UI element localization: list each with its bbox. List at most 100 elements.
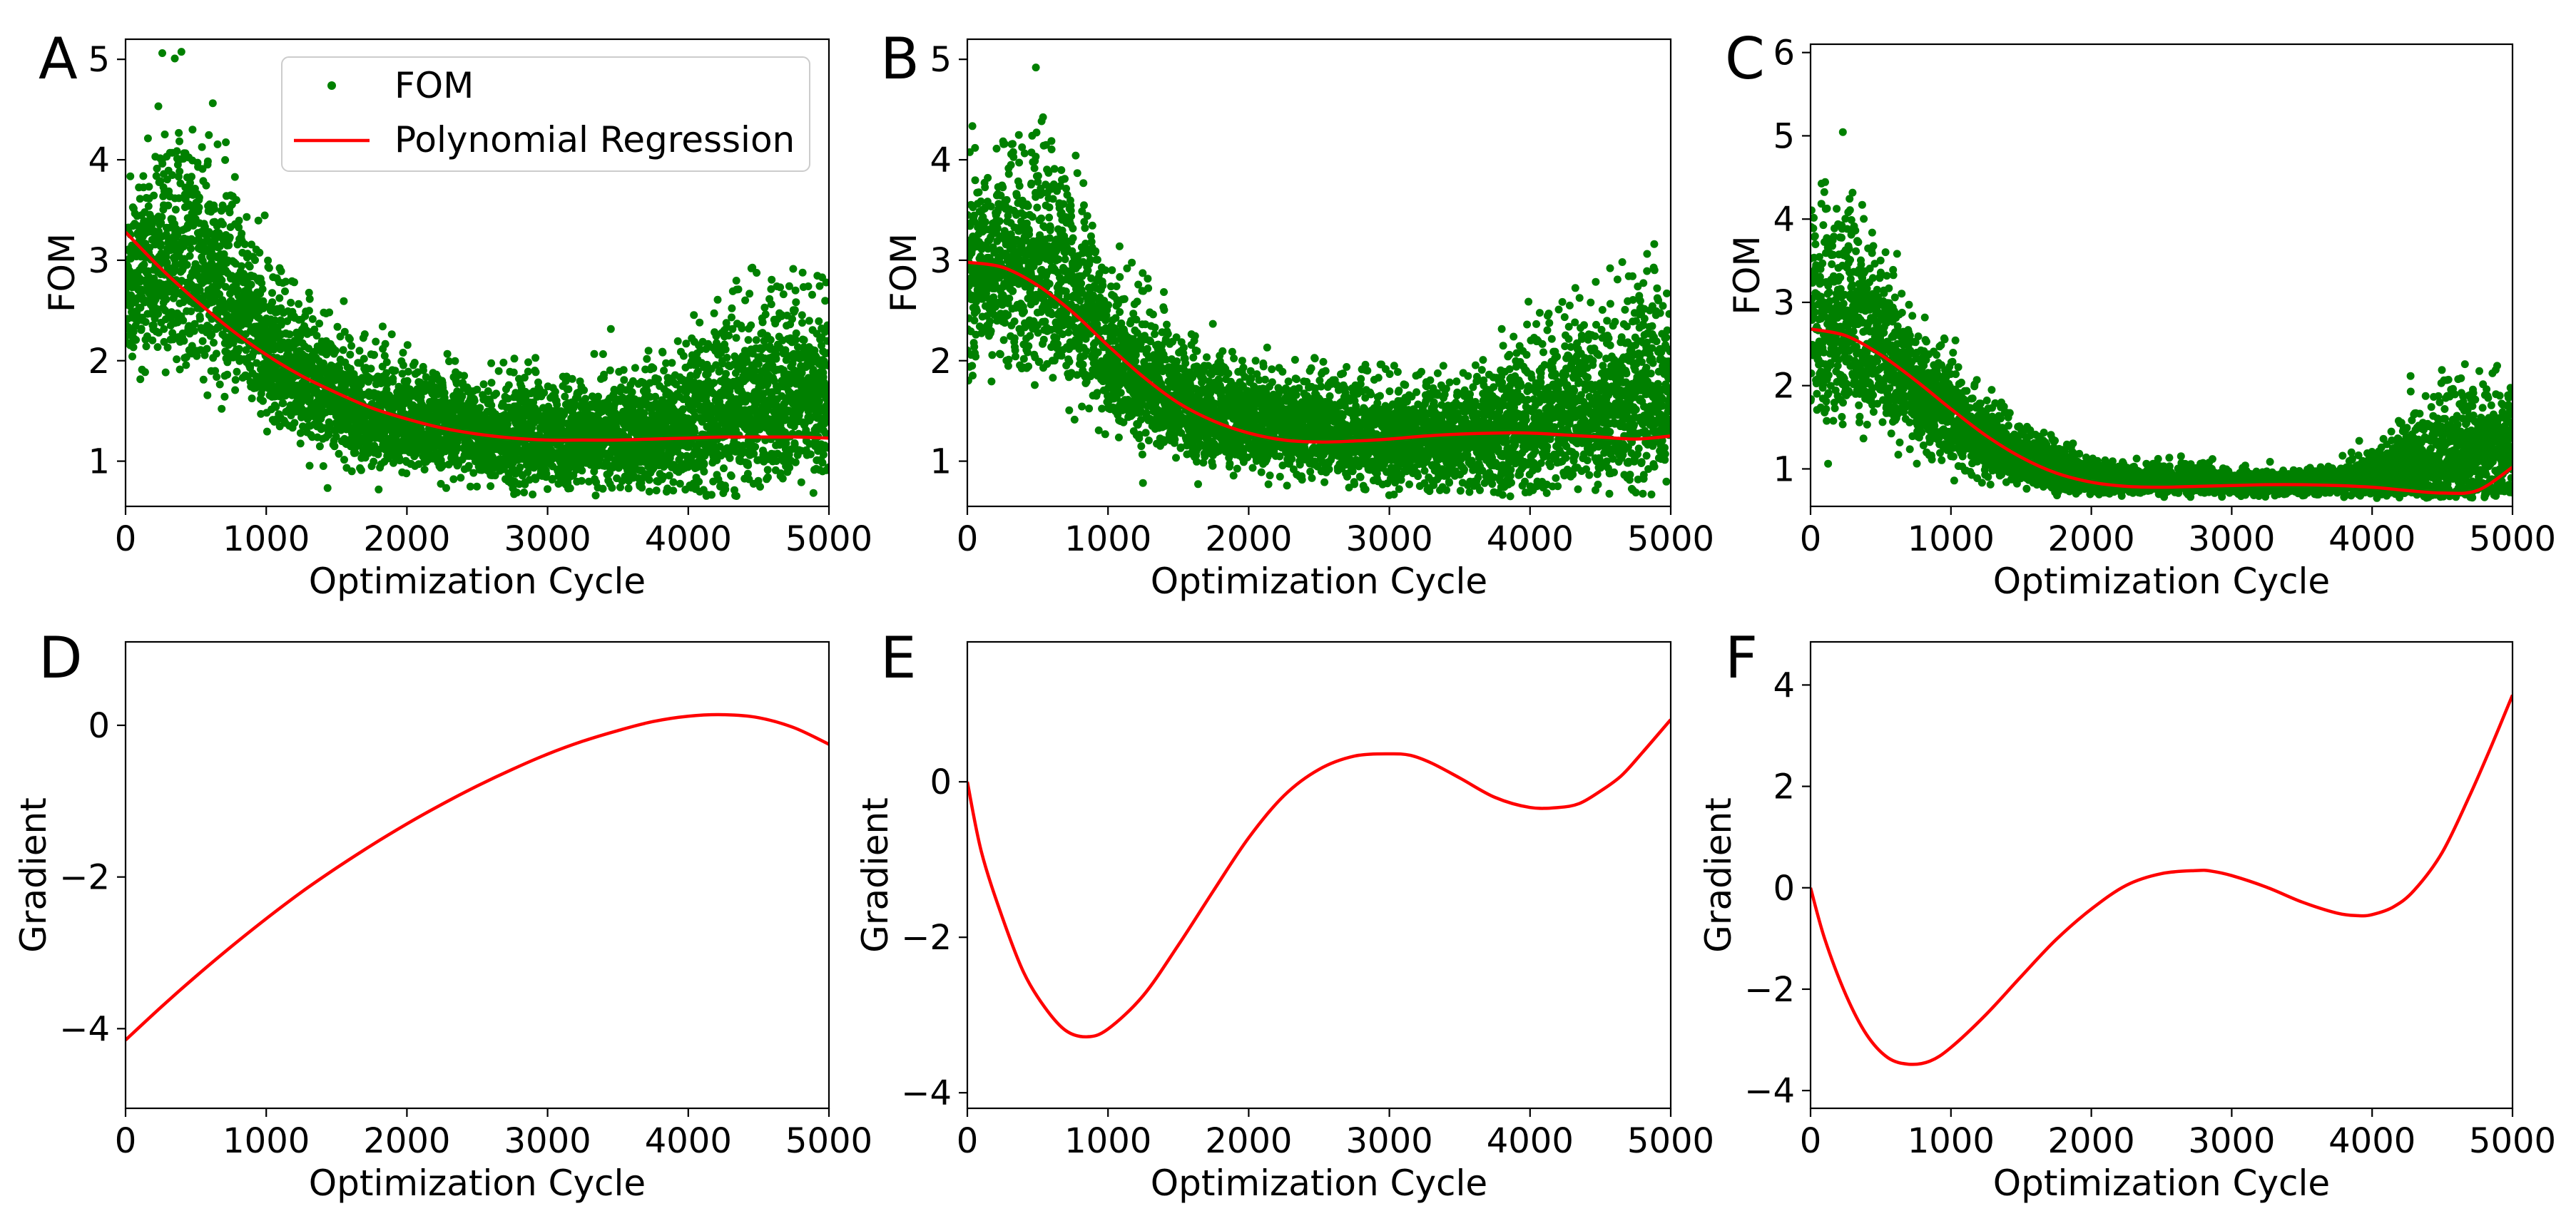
fom-point bbox=[235, 216, 243, 225]
fom-point bbox=[231, 386, 240, 394]
fom-point bbox=[220, 392, 229, 401]
fom-point bbox=[824, 362, 829, 369]
fom-point bbox=[398, 369, 407, 378]
fom-point bbox=[793, 343, 802, 352]
fom-point bbox=[645, 487, 653, 496]
fom-point bbox=[672, 380, 681, 389]
fom-point bbox=[325, 420, 334, 429]
fom-point bbox=[479, 380, 488, 389]
fom-point bbox=[599, 350, 607, 358]
fom-point bbox=[420, 387, 429, 395]
fom-point bbox=[798, 369, 806, 377]
fom-point bbox=[173, 231, 182, 239]
fom-point bbox=[791, 286, 800, 295]
fom-point bbox=[608, 484, 616, 492]
fom-point bbox=[594, 392, 602, 401]
fom-point bbox=[158, 49, 166, 57]
fom-point bbox=[821, 297, 829, 305]
fom-point bbox=[732, 277, 740, 285]
fom-point bbox=[310, 325, 319, 334]
fom-point bbox=[590, 349, 599, 358]
fom-point bbox=[345, 335, 354, 343]
fom-point bbox=[205, 131, 213, 139]
fom-point bbox=[205, 324, 214, 332]
fom-point bbox=[180, 337, 188, 345]
fom-point bbox=[325, 308, 334, 317]
fom-point bbox=[332, 347, 340, 355]
fom-point bbox=[767, 300, 775, 309]
fom-point bbox=[718, 359, 727, 368]
fom-point bbox=[195, 286, 204, 295]
fom-point bbox=[129, 327, 138, 336]
fom-point bbox=[824, 383, 829, 392]
fom-point bbox=[260, 211, 269, 220]
fom-point bbox=[445, 357, 453, 366]
fom-point bbox=[797, 478, 805, 486]
fom-point bbox=[277, 320, 285, 329]
fom-point bbox=[340, 297, 348, 305]
fom-point bbox=[199, 375, 208, 384]
fom-point bbox=[439, 461, 447, 469]
fom-point bbox=[137, 325, 146, 333]
fom-point bbox=[652, 486, 661, 495]
fom-point bbox=[215, 380, 224, 389]
fom-point bbox=[600, 370, 609, 379]
fom-point bbox=[520, 374, 529, 382]
fom-point bbox=[210, 205, 218, 213]
fom-point bbox=[744, 336, 753, 344]
fom-point bbox=[761, 310, 770, 319]
fom-point bbox=[571, 401, 580, 409]
fom-point bbox=[779, 290, 788, 299]
fom-point bbox=[417, 425, 425, 434]
fom-point bbox=[277, 267, 285, 275]
fom-point bbox=[721, 345, 730, 354]
fom-point bbox=[509, 368, 518, 377]
fom-point bbox=[173, 355, 181, 364]
fom-point bbox=[798, 311, 806, 320]
fom-point bbox=[792, 336, 800, 344]
fom-point bbox=[315, 442, 324, 451]
fom-point bbox=[382, 369, 391, 377]
fom-point bbox=[494, 367, 503, 375]
fom-point bbox=[422, 373, 430, 382]
fom-point bbox=[188, 126, 197, 134]
fom-point bbox=[524, 367, 532, 376]
fom-point bbox=[792, 329, 800, 337]
fom-point bbox=[263, 427, 271, 436]
fom-point bbox=[308, 315, 317, 323]
fom-point bbox=[815, 317, 823, 325]
fom-point bbox=[823, 407, 829, 415]
fom-point bbox=[347, 342, 356, 350]
fom-point bbox=[732, 334, 740, 342]
fom-point bbox=[516, 463, 524, 471]
fom-point bbox=[215, 290, 224, 299]
fom-point bbox=[163, 343, 172, 352]
fom-point bbox=[285, 330, 294, 339]
fom-point bbox=[712, 339, 721, 347]
fom-point bbox=[200, 351, 209, 359]
fom-point bbox=[202, 181, 210, 190]
fom-point bbox=[606, 366, 614, 374]
fom-point bbox=[234, 286, 243, 295]
fom-point bbox=[215, 242, 224, 250]
fom-point bbox=[389, 374, 397, 383]
fom-point bbox=[254, 216, 263, 225]
fom-point bbox=[402, 469, 411, 478]
fom-point bbox=[382, 358, 391, 367]
fom-point bbox=[243, 213, 251, 221]
fom-point bbox=[758, 318, 767, 327]
fom-point bbox=[822, 278, 829, 287]
fom-point bbox=[824, 463, 829, 471]
fom-point bbox=[221, 282, 230, 291]
fom-point bbox=[606, 325, 615, 333]
fom-point bbox=[129, 343, 138, 352]
fom-point bbox=[442, 484, 450, 492]
fom-point bbox=[315, 320, 324, 328]
fom-point bbox=[728, 304, 736, 312]
fom-point bbox=[148, 336, 157, 344]
fom-point bbox=[449, 475, 458, 484]
fom-point bbox=[504, 394, 512, 403]
fom-point bbox=[268, 298, 277, 307]
fom-point bbox=[542, 469, 551, 478]
